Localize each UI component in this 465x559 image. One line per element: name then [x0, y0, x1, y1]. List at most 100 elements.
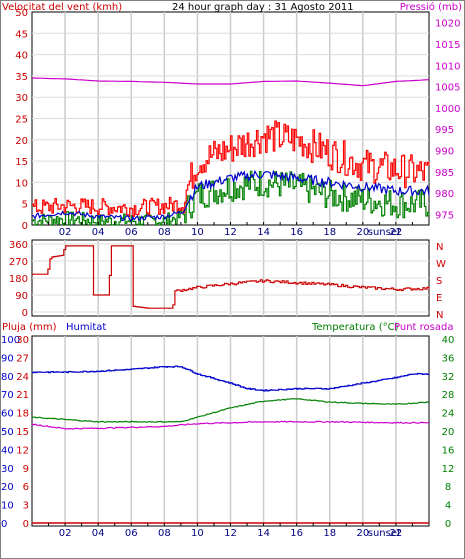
x-tick-label: 10 [191, 227, 204, 238]
x-tick-label: sunset [368, 528, 401, 539]
x-tick-label: 10 [191, 528, 204, 539]
x-tick-label: 14 [257, 528, 270, 539]
x-tick-label: sunset [368, 227, 401, 238]
x-tick-label: 04 [92, 227, 105, 238]
x-tick-label: 22 [390, 227, 403, 238]
temperature-tick-label: 32 [442, 372, 455, 383]
compass-label: W [436, 259, 446, 270]
wind-tick-label: 10 [15, 178, 28, 189]
wind-direction-line [32, 245, 430, 309]
rain-tick-label: 0 [23, 519, 29, 530]
chart-title: 24 hour graph day : 31 Agosto 2011 [172, 2, 354, 13]
temperature-tick-label: 8 [445, 482, 451, 493]
wind-tick-label: 15 [15, 157, 28, 168]
panel1-right-ticks: 975 980 985 990 995 1000 1005 1010 1015 1020 [435, 19, 460, 222]
pressure-line [31, 77, 430, 87]
humidity-tick-label: 10 [1, 501, 14, 512]
x-tick-label: 22 [390, 528, 403, 539]
humidity-tick-label: 90 [1, 353, 14, 364]
rain-tick-label: 24 [16, 372, 29, 383]
humidity-tick-label: 20 [1, 482, 14, 493]
wind-tick-label: 50 [15, 8, 28, 19]
wind-tick-label: 5 [22, 200, 28, 211]
humidity-tick-label: 40 [1, 445, 14, 456]
pressure-tick-label: 975 [435, 210, 454, 221]
x-tick-label: 12 [224, 227, 237, 238]
pressure-tick-label: 1020 [435, 19, 460, 30]
x-tick-label: 12 [224, 528, 237, 539]
wind-gust-line [32, 120, 430, 217]
wind-axis-title: Velocitat del vent (kmh) [2, 2, 122, 13]
compass-label: S [436, 276, 442, 287]
panel2-grid [32, 240, 429, 316]
rain-axis-title: Pluja (mm) [2, 322, 57, 333]
humidity-tick-label: 60 [1, 409, 14, 420]
x-tick-label: 16 [290, 528, 303, 539]
humidity-tick-label: 70 [1, 390, 14, 401]
pressure-tick-label: 995 [435, 125, 454, 136]
x-tick-label: 20 [356, 227, 369, 238]
panel2-series [32, 245, 430, 309]
compass-label: N [436, 242, 443, 253]
rain-tick-label: 9 [23, 464, 29, 475]
wind-average-line [31, 169, 430, 222]
humidity-tick-label: 100 [1, 335, 20, 346]
x-tick-label: 18 [323, 227, 336, 238]
rain-tick-label: 6 [23, 482, 29, 493]
panel3-grid [64, 336, 397, 526]
humidity-tick-label: 80 [1, 372, 14, 383]
pressure-tick-label: 1015 [435, 40, 460, 51]
rain-tick-label: 12 [16, 445, 29, 456]
temperature-tick-label: 4 [445, 501, 451, 512]
pressure-tick-label: 990 [435, 146, 454, 157]
temperature-tick-label: 28 [442, 390, 455, 401]
wind-tick-label: 30 [15, 93, 28, 104]
wind-tick-label: 35 [15, 72, 28, 83]
pressure-axis-title: Pressió (mb) [400, 1, 462, 13]
wind-tick-label: 40 [15, 51, 28, 62]
temperature-tick-label: 16 [442, 445, 455, 456]
temperature-tick-label: 40 [442, 335, 455, 346]
rain-tick-label: 27 [16, 353, 29, 364]
dewpoint-axis-title: Punt rosada [394, 322, 453, 333]
rain-tick-label: 18 [16, 409, 29, 420]
x-tick-label: 08 [158, 227, 171, 238]
rain-tick-label: 3 [23, 501, 29, 512]
temperature-tick-label: 20 [442, 427, 455, 438]
temperature-tick-label: 0 [445, 519, 451, 530]
direction-tick-label: 0 [22, 308, 28, 319]
panel1-left-ticks: 0 5 10 15 20 25 30 35 40 45 50 [15, 8, 28, 232]
direction-tick-label: 180 [9, 274, 28, 285]
x-tick-label: 16 [290, 227, 303, 238]
compass-label: E [436, 293, 442, 304]
x-tick-label: 18 [323, 528, 336, 539]
pressure-tick-label: 1005 [435, 83, 460, 94]
x-tick-label: 04 [92, 528, 105, 539]
rain-tick-label: 21 [16, 390, 29, 401]
wind-tick-label: 25 [15, 115, 28, 126]
compass-label: N [436, 310, 443, 321]
wind-tick-label: 45 [15, 29, 28, 40]
humidity-tick-label: 0 [1, 519, 7, 530]
panel1-series [31, 77, 430, 226]
x-tick-label: 02 [59, 227, 72, 238]
humidity-tick-label: 50 [1, 427, 14, 438]
pressure-tick-label: 980 [435, 189, 454, 200]
direction-tick-label: 360 [9, 240, 28, 251]
pressure-tick-label: 1000 [435, 104, 460, 115]
x-tick-label: 06 [125, 227, 138, 238]
direction-tick-label: 90 [15, 291, 28, 302]
humidity-temperature-panel: 1009080706050403020100302724211815129630… [1, 322, 454, 539]
x-tick-label: 14 [257, 227, 270, 238]
pressure-tick-label: 1010 [435, 61, 460, 72]
temperature-tick-label: 36 [442, 353, 455, 364]
x-tick-label: 02 [59, 528, 72, 539]
x-tick-label: 06 [125, 528, 138, 539]
pressure-tick-label: 985 [435, 168, 454, 179]
